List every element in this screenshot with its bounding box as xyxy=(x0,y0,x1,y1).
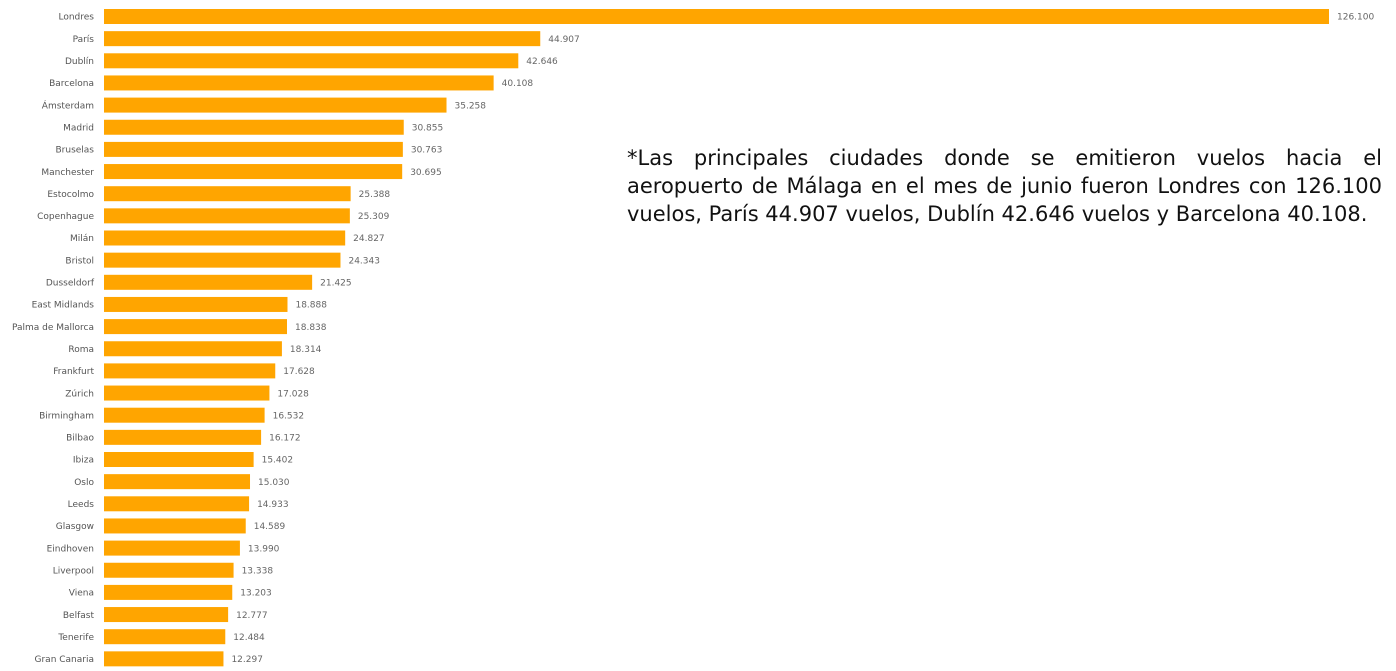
bar-glasgow xyxy=(104,518,246,534)
value-label-manchester: 30.695 xyxy=(410,168,442,178)
category-label-amsterdam: Ámsterdam xyxy=(42,99,94,111)
category-label-bruselas: Bruselas xyxy=(55,146,94,156)
bar-tenerife xyxy=(104,629,226,645)
bar-zurich xyxy=(104,385,270,401)
category-label-estocolmo: Estocolmo xyxy=(47,190,94,200)
bar-palma-de-mallorca xyxy=(104,319,287,335)
category-label-leeds: Leeds xyxy=(68,500,95,510)
bar-estocolmo xyxy=(104,186,351,202)
bar-viena xyxy=(104,584,233,600)
bar-liverpool xyxy=(104,562,234,578)
category-label-eindhoven: Eindhoven xyxy=(47,544,94,554)
bar-bruselas xyxy=(104,141,403,157)
bar-dusseldorf xyxy=(104,274,313,290)
value-label-ibiza: 15.402 xyxy=(262,456,294,466)
bar-amsterdam xyxy=(104,97,447,113)
category-label-paris: París xyxy=(73,35,95,45)
value-label-leeds: 14.933 xyxy=(257,500,289,510)
chart-note: *Las principales ciudades donde se emiti… xyxy=(627,146,1382,226)
bar-barcelona xyxy=(104,75,494,91)
bar-manchester xyxy=(104,164,403,180)
category-label-viena: Viena xyxy=(69,589,94,599)
category-label-zurich: Zúrich xyxy=(65,389,94,399)
value-label-bruselas: 30.763 xyxy=(411,146,443,156)
value-label-viena: 13.203 xyxy=(240,589,272,599)
category-label-roma: Roma xyxy=(68,345,94,355)
value-label-dublin: 42.646 xyxy=(526,57,558,67)
category-label-gran-canaria: Gran Canaria xyxy=(35,655,95,665)
bar-milan xyxy=(104,230,346,246)
category-label-manchester: Manchester xyxy=(41,168,94,178)
category-labels-group: Londres París Dublín Barcelona Ámsterdam Madr… xyxy=(12,13,95,665)
category-label-tenerife: Tenerife xyxy=(57,633,94,643)
value-label-birmingham: 16.532 xyxy=(273,411,305,421)
category-label-frankfurt: Frankfurt xyxy=(53,367,94,377)
value-label-zurich: 17.028 xyxy=(277,389,309,399)
category-label-east-midlands: East Midlands xyxy=(32,301,95,311)
value-label-oslo: 15.030 xyxy=(258,478,290,488)
value-label-barcelona: 40.108 xyxy=(502,79,534,89)
value-label-bilbao: 16.172 xyxy=(269,434,301,444)
value-label-roma: 18.314 xyxy=(290,345,322,355)
bar-bristol xyxy=(104,252,341,268)
category-label-barcelona: Barcelona xyxy=(49,79,94,89)
category-label-liverpool: Liverpool xyxy=(53,566,94,576)
bar-dublin xyxy=(104,53,519,69)
value-label-liverpool: 13.338 xyxy=(242,566,274,576)
bar-paris xyxy=(104,31,541,47)
value-label-amsterdam: 35.258 xyxy=(455,101,487,111)
value-label-belfast: 12.777 xyxy=(236,611,268,621)
category-label-bristol: Bristol xyxy=(65,256,94,266)
bar-frankfurt xyxy=(104,363,276,379)
bar-oslo xyxy=(104,474,251,490)
value-label-east-midlands: 18.888 xyxy=(295,301,327,311)
value-label-madrid: 30.855 xyxy=(412,123,444,133)
category-label-milan: Milán xyxy=(70,234,94,244)
value-label-glasgow: 14.589 xyxy=(254,522,286,532)
bar-londres xyxy=(104,9,1329,24)
category-label-dublin: Dublín xyxy=(65,57,94,67)
category-label-dusseldorf: Dusseldorf xyxy=(46,279,95,289)
value-label-copenhague: 25.309 xyxy=(358,212,390,222)
value-label-bristol: 24.343 xyxy=(348,256,380,266)
category-label-belfast: Belfast xyxy=(63,611,95,621)
value-label-paris: 44.907 xyxy=(548,35,580,45)
category-label-oslo: Oslo xyxy=(74,478,94,488)
bar-gran-canaria xyxy=(104,651,224,667)
value-label-dusseldorf: 21.425 xyxy=(320,279,352,289)
value-label-londres: 126.100 xyxy=(1337,13,1374,23)
category-label-birmingham: Birmingham xyxy=(39,411,94,421)
value-label-gran-canaria: 12.297 xyxy=(231,655,263,665)
category-label-londres: Londres xyxy=(58,13,94,23)
category-label-glasgow: Glasgow xyxy=(56,522,94,532)
category-label-bilbao: Bilbao xyxy=(66,434,94,444)
bar-madrid xyxy=(104,119,404,135)
bar-eindhoven xyxy=(104,540,240,556)
value-label-milan: 24.827 xyxy=(353,234,385,244)
value-label-palma-de-mallorca: 18.838 xyxy=(295,323,327,333)
value-labels-group: 126.100 44.907 42.646 40.108 35.258 30.855 30.… xyxy=(231,13,1374,665)
value-label-tenerife: 12.484 xyxy=(233,633,265,643)
category-label-palma-de-mallorca: Palma de Mallorca xyxy=(12,323,94,333)
bar-belfast xyxy=(104,607,229,623)
value-label-frankfurt: 17.628 xyxy=(283,367,315,377)
bar-copenhague xyxy=(104,208,350,224)
bar-bilbao xyxy=(104,429,262,445)
category-label-madrid: Madrid xyxy=(63,123,94,133)
bar-birmingham xyxy=(104,407,265,423)
value-label-eindhoven: 13.990 xyxy=(248,544,280,554)
category-label-ibiza: Ibiza xyxy=(73,456,94,466)
bar-east-midlands xyxy=(104,296,288,312)
value-label-estocolmo: 25.388 xyxy=(359,190,391,200)
bar-roma xyxy=(104,341,282,357)
bar-leeds xyxy=(104,496,250,512)
bars-group xyxy=(104,9,1329,667)
category-label-copenhague: Copenhague xyxy=(37,212,94,222)
bar-ibiza xyxy=(104,452,254,467)
